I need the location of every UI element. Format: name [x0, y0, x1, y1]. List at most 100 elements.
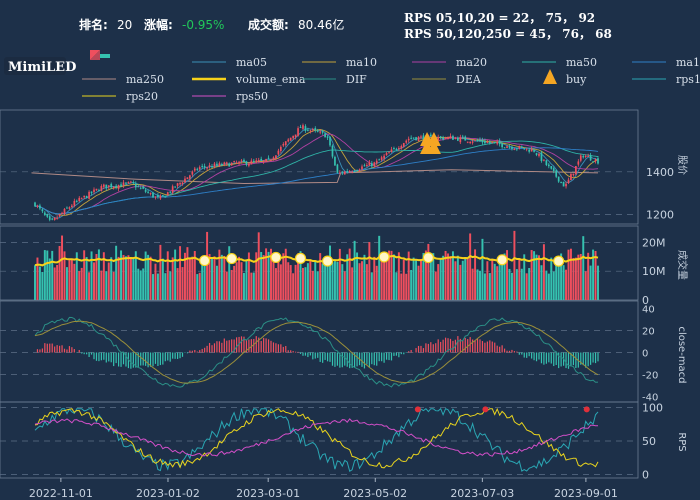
volume-bar: [410, 270, 413, 300]
candle-body: [46, 213, 49, 217]
volume-bar: [230, 269, 233, 300]
candle-body: [589, 155, 592, 161]
volume-highlight: [199, 254, 211, 267]
volume-bar: [469, 233, 472, 300]
candle-body: [338, 172, 341, 174]
candle-body: [88, 191, 90, 199]
candle-body: [385, 153, 388, 156]
volume-bar: [34, 265, 36, 300]
x-tick-label: 2023-09-01: [554, 487, 618, 500]
volume-ylabel: 成交量: [676, 250, 689, 280]
volume-highlight: [226, 252, 238, 265]
volume-bar: [164, 273, 167, 300]
candle-body: [547, 164, 550, 167]
candle-body: [56, 217, 58, 219]
buy-marker: [426, 140, 441, 154]
volume-bar: [353, 240, 356, 300]
legend-label-ma50: ma50: [566, 56, 597, 69]
volume-bar: [395, 272, 398, 300]
candle-body: [405, 140, 408, 143]
candle-body: [469, 141, 472, 143]
candle-body: [238, 161, 240, 164]
legend-label-ma05: ma05: [236, 56, 267, 69]
candle-body: [530, 149, 533, 152]
candle-body: [206, 167, 208, 169]
candle-body: [228, 163, 231, 167]
volume-bar: [329, 245, 332, 300]
candle-body: [390, 149, 393, 152]
volume-bar: [309, 260, 312, 300]
dif-line: [34, 316, 599, 388]
volume-bar: [373, 256, 376, 300]
candle-body: [516, 148, 518, 150]
candle-body: [457, 137, 459, 141]
volume-bar: [540, 265, 543, 300]
candle-body: [112, 186, 115, 189]
candle-body: [132, 182, 135, 184]
volume-bar: [292, 273, 295, 300]
volume-bar: [380, 258, 383, 300]
volume-bar: [88, 272, 91, 300]
candle-body: [503, 147, 506, 149]
candle-body: [252, 160, 255, 162]
volume-bar: [530, 250, 533, 300]
volume-bar: [466, 258, 469, 300]
candle-body: [255, 160, 258, 163]
volume-bar: [375, 265, 378, 300]
volume-bar: [338, 248, 341, 300]
volume-bar: [503, 253, 506, 300]
candle-body: [466, 141, 469, 143]
volume-bar: [587, 252, 590, 300]
candle-body: [243, 159, 245, 162]
candle-body: [329, 136, 331, 146]
candle-body: [75, 200, 78, 202]
candle-body: [240, 160, 243, 162]
candle-body: [307, 129, 309, 131]
macd-ytick: -40: [642, 393, 658, 404]
candle-body: [543, 159, 545, 161]
candle-body: [523, 148, 526, 150]
volume-bar: [46, 250, 49, 300]
candle-body: [220, 164, 223, 166]
price-ytick: 1200: [646, 208, 674, 221]
candle-body: [513, 148, 516, 151]
candle-body: [560, 181, 562, 183]
volume-bar: [90, 251, 93, 300]
volume-bar: [274, 268, 277, 300]
candle-body: [314, 128, 317, 131]
volume-bar: [385, 258, 388, 300]
candle-body: [287, 139, 290, 142]
volume-ytick: 20M: [642, 236, 666, 249]
candle-body: [511, 146, 513, 149]
legend-item-rps20: rps20: [82, 90, 158, 103]
volume-bar: [134, 251, 137, 300]
candle-body: [100, 186, 103, 191]
candle-body: [159, 196, 162, 199]
volume-bar: [316, 271, 319, 300]
volume-bar: [152, 274, 154, 300]
legend-label-volume_ema: volume_ema: [235, 73, 306, 86]
candle-body: [39, 205, 41, 209]
volume-bar: [383, 253, 386, 300]
candle-body: [80, 198, 83, 200]
volume-bar: [240, 262, 243, 300]
candle-body: [233, 161, 235, 163]
candle-body: [267, 157, 270, 159]
candle-body: [43, 212, 46, 215]
volume-bar: [434, 271, 437, 300]
volume-bar: [238, 256, 241, 300]
volume-bar: [43, 250, 46, 300]
rps-peak-marker: [583, 406, 590, 413]
volume-bar: [358, 263, 361, 300]
candle-body: [538, 153, 540, 156]
volume-bar: [75, 252, 78, 300]
volume-bar: [520, 268, 523, 300]
volume-bar: [191, 256, 194, 300]
candle-body: [336, 164, 339, 173]
legend-item-ma250: ma250: [82, 73, 164, 86]
volume-bar: [282, 253, 285, 300]
volume-bar: [449, 256, 452, 300]
buy-marker: [426, 132, 441, 146]
volume-bar: [348, 248, 351, 300]
